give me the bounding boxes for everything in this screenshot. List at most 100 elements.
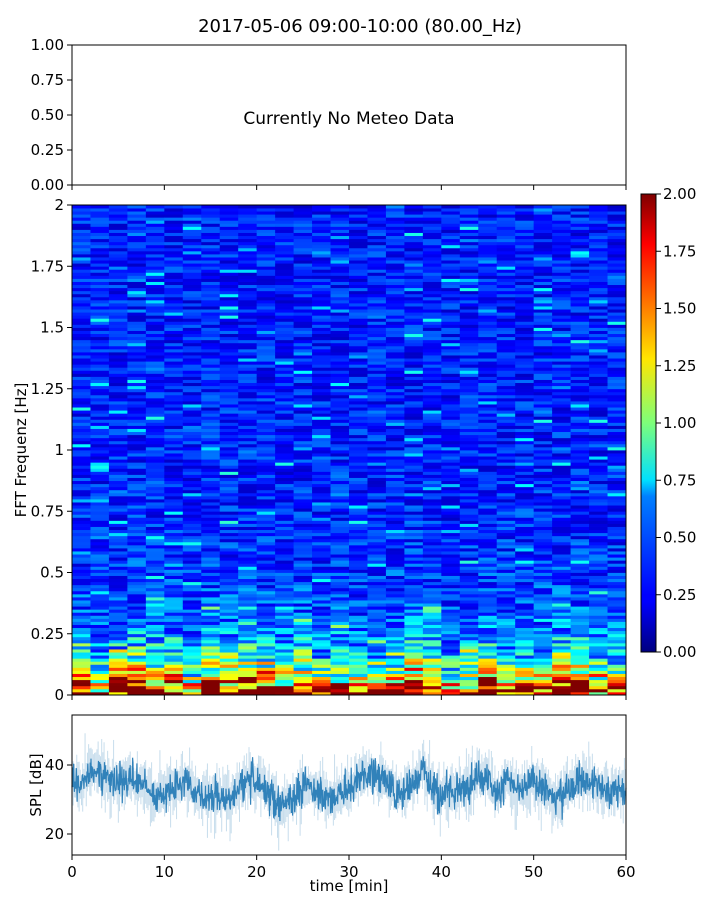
spectrogram-cell bbox=[145, 425, 165, 429]
spectrogram-cell bbox=[164, 511, 184, 515]
spectrogram-cell bbox=[330, 465, 350, 469]
spectrogram-cell bbox=[349, 508, 368, 512]
spectrogram-cell bbox=[219, 603, 239, 607]
spectrogram-cell bbox=[533, 342, 553, 347]
spectrogram-cell bbox=[201, 410, 221, 414]
spectrogram-cell bbox=[459, 535, 479, 540]
spectrogram-cell bbox=[108, 471, 128, 475]
spectrogram-cell bbox=[164, 309, 184, 313]
spectrogram-cell bbox=[533, 352, 553, 356]
spectrogram-cell bbox=[496, 422, 516, 426]
spectrogram-cell bbox=[182, 370, 202, 374]
spectrogram-cell bbox=[275, 636, 295, 641]
spectrogram-cell bbox=[349, 306, 368, 310]
spectrogram-cell bbox=[459, 401, 479, 405]
spectrogram-cell bbox=[90, 364, 110, 368]
spectrogram-cell bbox=[422, 508, 442, 512]
spectrogram-cell bbox=[238, 685, 258, 690]
spectrogram-cell bbox=[367, 275, 387, 279]
spectrogram-cell bbox=[496, 413, 516, 417]
spectrogram-cell bbox=[275, 293, 295, 298]
spectrogram-cell bbox=[367, 492, 387, 497]
spectrogram-cell bbox=[459, 263, 479, 267]
spectrogram-cell bbox=[404, 205, 424, 209]
spectrogram-cell bbox=[515, 492, 535, 497]
spectrogram-cell bbox=[404, 309, 424, 313]
spectrogram-cell bbox=[275, 419, 295, 423]
spectrogram-cell bbox=[256, 431, 276, 436]
spectrogram-cell bbox=[478, 465, 498, 469]
spectrogram-cell bbox=[496, 263, 516, 267]
spectrogram-cell bbox=[256, 416, 276, 420]
spectrogram-cell bbox=[385, 612, 405, 616]
spectrogram-cell bbox=[441, 440, 461, 445]
spectrogram-cell bbox=[256, 238, 276, 243]
spectrogram-cell bbox=[164, 290, 184, 295]
spectrogram-cell bbox=[90, 480, 110, 485]
spectrogram-cell bbox=[459, 410, 479, 414]
spectrogram-cell bbox=[330, 551, 350, 555]
spectrogram-cell bbox=[275, 468, 295, 472]
spectrogram-cell bbox=[219, 339, 239, 344]
spectrogram-cell bbox=[533, 578, 553, 583]
spectrogram-cell bbox=[459, 627, 479, 632]
spectrogram-cell bbox=[422, 388, 442, 393]
spectrogram-cell bbox=[330, 211, 350, 215]
spectrogram-cell bbox=[367, 422, 387, 426]
spectrogram-cell bbox=[533, 315, 553, 319]
spectrogram-cell bbox=[607, 450, 627, 454]
spectrogram-cell bbox=[182, 627, 202, 632]
spectrogram-cell bbox=[533, 569, 553, 573]
spectrogram-cell bbox=[201, 627, 221, 632]
spectrogram-cell bbox=[275, 560, 295, 564]
spectrogram-cell bbox=[422, 284, 442, 289]
spectrogram-cell bbox=[459, 532, 479, 537]
spectrogram-cell bbox=[312, 658, 332, 662]
spectrogram-cell bbox=[145, 492, 165, 497]
spectrogram-cell bbox=[478, 312, 498, 316]
spectrogram-cell bbox=[219, 443, 239, 448]
spectrogram-cell bbox=[145, 275, 165, 279]
spectrogram-cell bbox=[219, 658, 239, 662]
spectrogram-cell bbox=[349, 226, 368, 230]
spectrogram-cell bbox=[219, 474, 239, 478]
spectrogram-cell bbox=[145, 453, 165, 457]
spectrogram-cell bbox=[238, 211, 258, 215]
spectrogram-cell bbox=[349, 603, 368, 607]
spectrogram-cell bbox=[496, 584, 516, 589]
spectrogram-cell bbox=[182, 609, 202, 613]
spectrogram-cell bbox=[441, 471, 461, 475]
spectrogram-cell bbox=[367, 284, 387, 289]
spectrogram-cell bbox=[330, 431, 350, 436]
spectrogram-cell bbox=[219, 208, 239, 212]
spectrogram-cell bbox=[570, 330, 590, 335]
spectrogram-cell bbox=[312, 419, 332, 423]
spectrogram-cell bbox=[127, 312, 147, 316]
spectrogram-cell bbox=[145, 670, 165, 674]
spectrogram-cell bbox=[385, 361, 405, 365]
spectrogram-cell bbox=[238, 459, 258, 463]
spectrogram-cell bbox=[90, 673, 110, 678]
spectrogram-cell bbox=[312, 223, 332, 227]
spectrogram-cell bbox=[312, 275, 332, 279]
spectrogram-cell bbox=[552, 673, 572, 678]
spectrogram-cell bbox=[496, 627, 516, 632]
spectrogram-cell bbox=[459, 416, 479, 420]
spectrogram-cell bbox=[441, 266, 461, 270]
spectrogram-cell bbox=[164, 664, 184, 668]
spectrogram-cell bbox=[182, 572, 202, 576]
spectrogram-cell bbox=[515, 330, 535, 335]
spectrogram-cell bbox=[570, 667, 590, 671]
spectrogram-cell bbox=[219, 621, 239, 625]
spectrogram-cell bbox=[552, 459, 572, 463]
spectrogram-cell bbox=[478, 541, 498, 546]
spectrogram-cell bbox=[349, 425, 368, 429]
spectrogram-cell bbox=[330, 327, 350, 331]
spectrogram-cell bbox=[275, 327, 295, 331]
spectrogram-cell bbox=[108, 664, 128, 668]
spectrogram-cell bbox=[219, 569, 239, 573]
spectrogram-cell bbox=[607, 345, 627, 350]
spectrogram-cell bbox=[367, 514, 387, 518]
spectrogram-cell bbox=[441, 425, 461, 429]
spectrogram-cell bbox=[570, 572, 590, 576]
